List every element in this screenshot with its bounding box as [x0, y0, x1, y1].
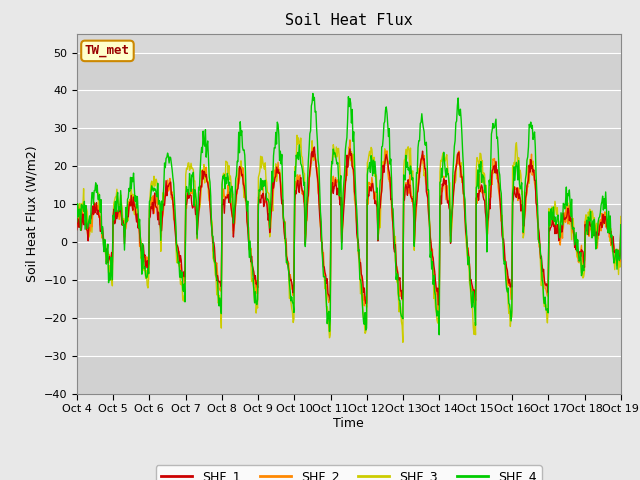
Text: TW_met: TW_met: [85, 44, 130, 58]
Bar: [77, 128, 621, 166]
X-axis label: Time: Time: [333, 417, 364, 430]
Bar: [77, 52, 621, 90]
Bar: [77, 280, 621, 318]
Legend: SHF_1, SHF_2, SHF_3, SHF_4: SHF_1, SHF_2, SHF_3, SHF_4: [156, 465, 541, 480]
Y-axis label: Soil Heat Flux (W/m2): Soil Heat Flux (W/m2): [25, 145, 38, 282]
Bar: [77, 356, 621, 394]
Bar: [77, 204, 621, 242]
Title: Soil Heat Flux: Soil Heat Flux: [285, 13, 413, 28]
